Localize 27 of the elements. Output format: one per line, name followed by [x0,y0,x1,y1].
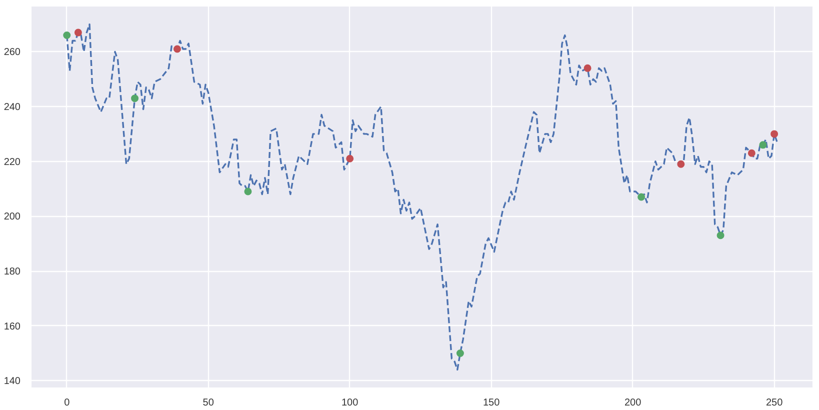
point [346,154,354,162]
point [748,149,756,157]
x-tick-label: 0 [64,398,70,408]
y-tick-label: 240 [4,102,21,114]
y-tick-label: 260 [4,47,21,58]
point [770,130,778,138]
x-tick-label: 150 [482,398,500,408]
y-tick-label: 160 [4,321,21,332]
point [244,188,252,196]
x-tick-label: 100 [342,398,359,408]
point [74,28,82,36]
point [63,32,71,40]
point [759,141,767,149]
x-tick-label: 250 [766,398,784,408]
x-tick-label: 50 [202,398,214,408]
point [173,45,181,53]
y-tick-label: 220 [4,156,21,168]
y-tick-label: 180 [4,266,21,278]
point [456,349,464,357]
point [131,94,139,102]
point [677,160,685,168]
point [716,232,724,240]
y-tick-label: 200 [4,212,21,223]
point [638,193,646,201]
y-tick-label: 140 [4,376,21,388]
point [584,64,592,72]
x-tick-label: 200 [624,398,642,408]
